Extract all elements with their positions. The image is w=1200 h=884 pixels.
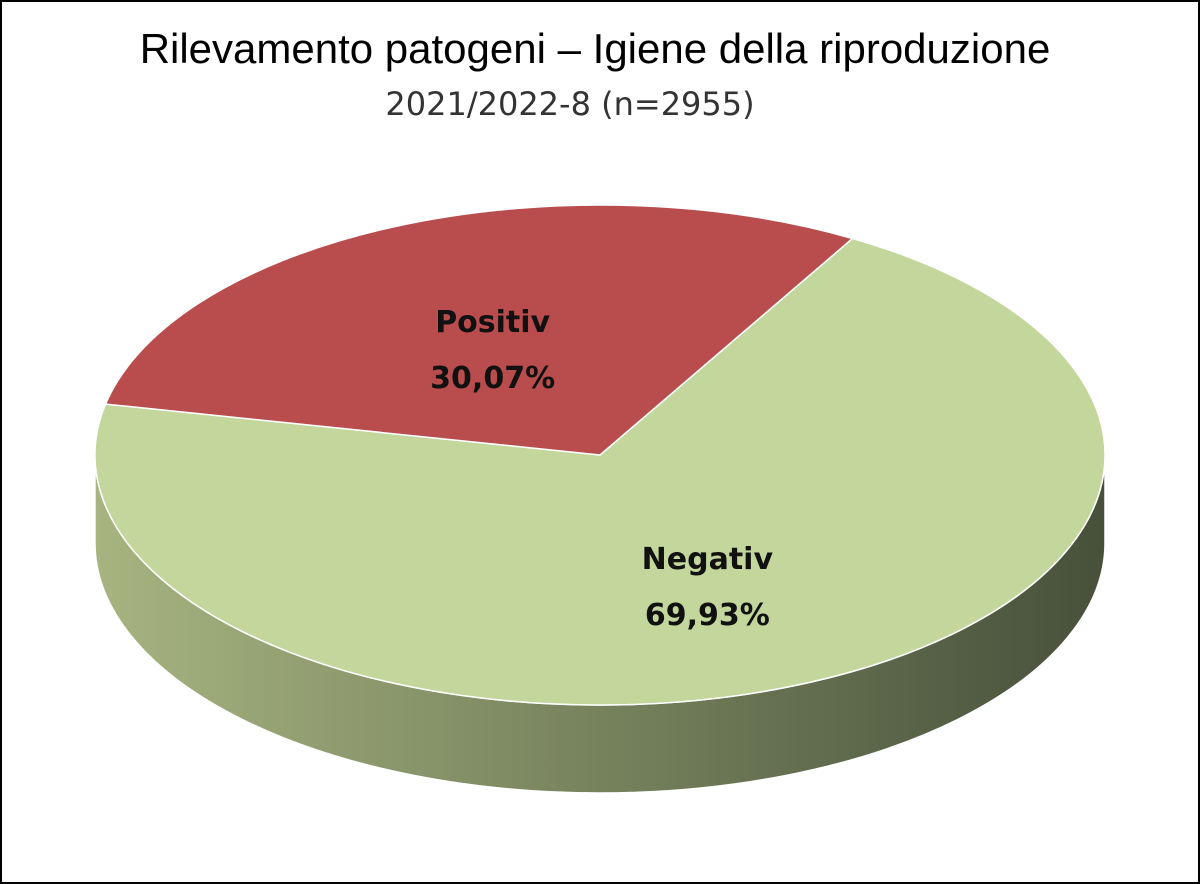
value-label: 69,93% xyxy=(645,598,770,633)
pie-top xyxy=(94,204,1106,706)
pie-slice xyxy=(94,237,1106,706)
pie-slice xyxy=(104,204,855,456)
chart-title: Rilevamento patogeni – Igiene della ripr… xyxy=(140,25,1051,72)
value-label: 30,07% xyxy=(430,361,555,396)
slice-label: Negativ xyxy=(642,542,774,577)
chart-subtitle: 2021/2022-8 (n=2955) xyxy=(385,85,754,123)
pie-labels: Negativ 69,93% Positiv 30,07% xyxy=(430,305,773,633)
slice-label: Positiv xyxy=(435,305,550,340)
